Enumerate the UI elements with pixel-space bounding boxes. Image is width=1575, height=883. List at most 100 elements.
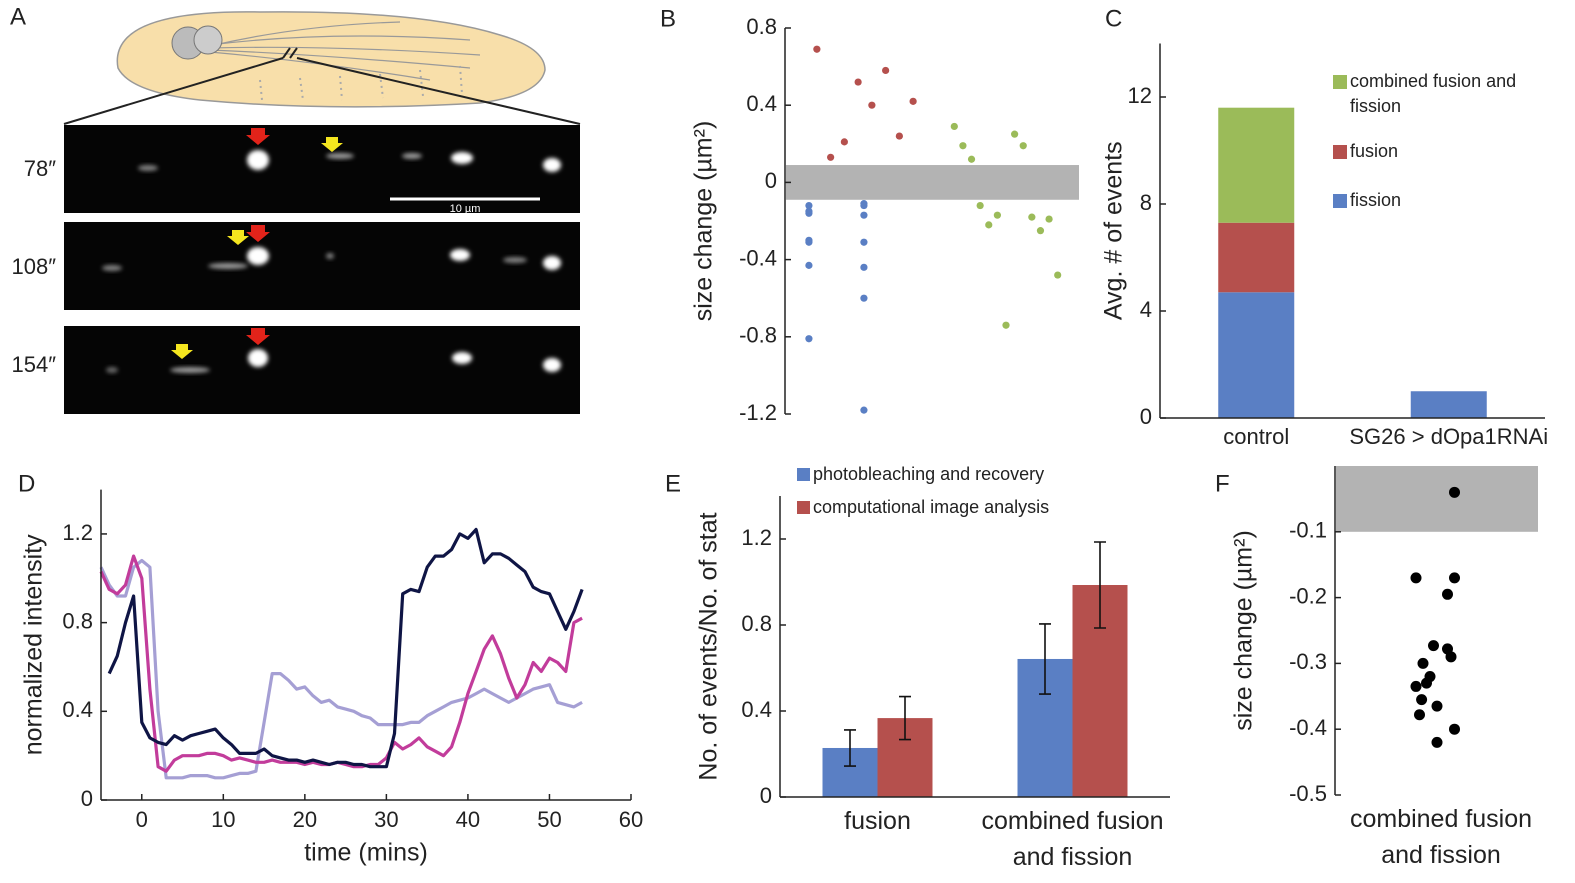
time-label: 78″ <box>24 156 56 181</box>
x-tick-label: 60 <box>619 807 643 832</box>
y-axis-label: No. of events/No. of stat <box>695 512 723 780</box>
data-point <box>840 138 848 146</box>
y-tick-label: 4 <box>1140 297 1152 322</box>
data-point <box>1019 142 1027 150</box>
panel-label: F <box>1215 470 1230 497</box>
data-point <box>805 209 813 217</box>
y-tick-label: 0.8 <box>741 611 772 636</box>
data-point <box>909 97 917 105</box>
data-point <box>813 45 821 53</box>
x-tick-label: SG26 > dOpa1RNAi <box>1349 424 1548 449</box>
error-bar <box>1039 623 1051 695</box>
legend-swatch <box>1333 194 1347 208</box>
data-point <box>860 406 868 414</box>
data-point <box>1449 572 1460 584</box>
error-bar <box>844 729 856 767</box>
y-tick-label: 1.2 <box>62 520 93 545</box>
x-tick-label: 50 <box>537 807 561 832</box>
error-bar <box>1094 541 1106 629</box>
data-point <box>959 142 967 150</box>
x-tick-label: 40 <box>456 807 480 832</box>
data-point <box>950 122 958 131</box>
data-line <box>99 558 583 780</box>
y-tick-label: 0 <box>1140 404 1152 429</box>
data-point <box>860 238 868 246</box>
y-tick-label: 0.4 <box>746 91 777 116</box>
data-point <box>1421 677 1432 689</box>
legend-swatch <box>797 468 810 481</box>
y-tick-label: 0.8 <box>746 14 777 39</box>
data-point <box>868 101 876 109</box>
bar-segment <box>1410 391 1487 418</box>
y-tick-label: 0 <box>81 786 93 811</box>
data-point <box>1417 657 1429 669</box>
x-tick-label: combined fusion and fission <box>981 807 1164 871</box>
data-point <box>1414 709 1425 721</box>
legend-label-box: combined fusion and fission <box>1350 71 1517 116</box>
y-tick-label: 1.2 <box>741 525 772 550</box>
x-tick-label: 0 <box>136 807 148 832</box>
legend-label: fusion <box>1350 141 1399 161</box>
x-tick-label-box: combined fusion and fission <box>1349 805 1533 869</box>
legend-label: combined fusion and fission <box>1350 71 1517 116</box>
y-tick-label: -0.8 <box>739 323 777 348</box>
legend-swatch <box>797 501 810 514</box>
panel-label: B <box>660 5 676 32</box>
time-label: 154″ <box>12 352 57 377</box>
data-point <box>1442 588 1453 600</box>
y-axis-label: size change (µm²) <box>1230 530 1258 731</box>
legend-swatch <box>1333 145 1347 159</box>
data-point <box>860 263 868 271</box>
bar-segment <box>1218 222 1295 293</box>
y-tick-label: 12 <box>1128 83 1152 108</box>
error-bar <box>899 695 911 741</box>
data-point <box>805 201 813 210</box>
x-tick-label-box: combined fusion and fission <box>981 807 1164 871</box>
legend-label-box: fusion <box>1350 141 1399 161</box>
y-axis-label: size change (µm²) <box>690 121 718 322</box>
legend-swatch <box>1333 75 1347 89</box>
data-point <box>1428 640 1439 652</box>
data-point <box>1036 227 1045 235</box>
x-tick-label: combined fusion and fission <box>1349 805 1533 869</box>
y-axis-label: normalized intensity <box>20 534 48 755</box>
panel-label: A <box>10 3 26 30</box>
data-point <box>1011 130 1019 138</box>
data-point <box>1054 271 1062 279</box>
data-point <box>1445 651 1457 663</box>
data-point <box>1410 572 1422 584</box>
data-point <box>967 155 976 163</box>
x-axis-label: time (mins) <box>304 839 428 867</box>
y-tick-label: 0.8 <box>62 608 93 633</box>
data-point <box>827 153 835 161</box>
y-tick-label: 0.4 <box>62 697 93 722</box>
data-point <box>1449 723 1460 735</box>
data-point <box>1431 700 1443 712</box>
y-tick-label: -0.4 <box>739 245 777 270</box>
data-point <box>805 335 813 343</box>
reference-band <box>786 165 1079 200</box>
scale-bar-label: 10 µm <box>450 203 481 215</box>
y-tick-label: -0.1 <box>1289 518 1327 543</box>
x-tick-label: 30 <box>374 807 398 832</box>
data-point <box>1410 680 1422 692</box>
x-tick-label: 10 <box>211 807 235 832</box>
data-point <box>860 211 868 219</box>
y-tick-label: -0.2 <box>1289 583 1327 608</box>
x-tick-label: 20 <box>293 807 317 832</box>
y-tick-label: 0 <box>765 168 777 193</box>
legend-label: computational image analysis <box>813 497 1049 517</box>
legend-label: fission <box>1350 190 1402 210</box>
data-point <box>993 211 1001 219</box>
data-point <box>854 78 862 86</box>
x-tick-label: fusion <box>844 807 911 835</box>
data-point <box>1028 213 1036 221</box>
y-tick-label: 8 <box>1140 190 1152 215</box>
x-tick-label: control <box>1223 424 1289 449</box>
data-point <box>1431 736 1443 748</box>
micrographs <box>64 125 580 414</box>
y-tick-label: -0.3 <box>1289 649 1327 674</box>
panel-label: C <box>1105 5 1122 32</box>
y-tick-label: 0 <box>760 783 772 808</box>
